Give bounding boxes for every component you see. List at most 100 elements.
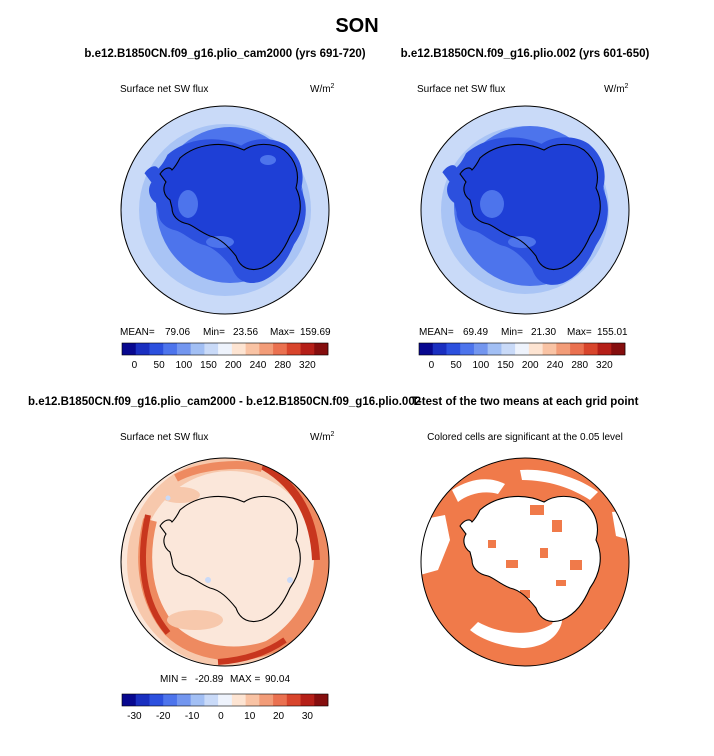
colorbar-box <box>218 694 233 706</box>
colorbar-box <box>300 694 315 706</box>
colorbar-box <box>163 343 178 355</box>
colorbar-box <box>163 694 178 706</box>
colorbar-box <box>286 343 301 355</box>
colorbar-tick-label: 320 <box>299 360 316 371</box>
map-stats: MEAN= 79.06 Min= 23.56 Max= 159.69 <box>120 327 331 338</box>
units-label: W/m2 <box>310 83 335 95</box>
colorbar: 0 50 100 150 200 240 280 320 <box>121 342 329 371</box>
colorbar-box <box>190 694 205 706</box>
colorbar-box <box>515 343 530 355</box>
panel-title: b.e12.B1850CN.f09_g16.plio_cam2000 - b.e… <box>28 396 421 408</box>
colorbar-box <box>542 343 557 355</box>
colorbar-tick-label: 100 <box>175 360 192 371</box>
colorbar-box <box>245 694 260 706</box>
svg-text:155.01: 155.01 <box>597 327 628 338</box>
colorbar-box <box>611 343 626 355</box>
colorbar-tick-label: 100 <box>472 360 489 371</box>
panel-title: b.e12.B1850CN.f09_g16.plio.002 (yrs 601-… <box>401 48 650 60</box>
colorbar-box <box>245 343 260 355</box>
map-border <box>120 105 330 315</box>
map-border <box>120 457 330 667</box>
colorbar-frame <box>418 342 626 356</box>
colorbar-tick-label: 0 <box>132 360 138 371</box>
panel-plio002: b.e12.B1850CN.f09_g16.plio.002 (yrs 601-… <box>401 48 650 371</box>
colorbar-box <box>460 343 475 355</box>
svg-text:-20.89: -20.89 <box>195 674 224 685</box>
svg-text:90.04: 90.04 <box>265 674 290 685</box>
svg-text:Min=: Min= <box>501 327 523 338</box>
svg-text:Min=: Min= <box>203 327 225 338</box>
colorbar-box <box>259 343 274 355</box>
map-border <box>420 105 630 315</box>
colorbar-frame <box>121 342 329 356</box>
colorbar-tick-label: 240 <box>547 360 564 371</box>
colorbar-tick-label: 20 <box>273 711 285 722</box>
map-ttest <box>421 458 629 666</box>
panel-cam2000: b.e12.B1850CN.f09_g16.plio_cam2000 (yrs … <box>84 48 365 371</box>
colorbar-box <box>583 343 598 355</box>
colorbar-box <box>570 343 585 355</box>
colorbar-box <box>204 694 219 706</box>
colorbar-box <box>314 694 329 706</box>
svg-text:MAX =: MAX = <box>230 674 260 685</box>
panel-title: T-test of the two means at each grid poi… <box>412 396 639 408</box>
colorbar-box <box>135 343 150 355</box>
colorbar-box <box>556 343 571 355</box>
svg-text:MIN =: MIN = <box>160 674 187 685</box>
svg-text:69.49: 69.49 <box>463 327 488 338</box>
colorbar-box <box>259 694 274 706</box>
units-label: W/m2 <box>604 83 629 95</box>
colorbar-box <box>597 343 612 355</box>
map-stats: MIN = -20.89 MAX = 90.04 <box>160 674 290 685</box>
svg-text:Max=: Max= <box>567 327 592 338</box>
variable-label: Surface net SW flux <box>120 84 208 95</box>
svg-text:79.06: 79.06 <box>165 327 190 338</box>
colorbar-box <box>218 343 233 355</box>
colorbar-box <box>273 343 288 355</box>
svg-text:Max=: Max= <box>270 327 295 338</box>
map-stats: MEAN= 69.49 Min= 21.30 Max= 155.01 <box>419 327 628 338</box>
colorbar-tick-label: 240 <box>250 360 267 371</box>
map-difference <box>121 458 329 666</box>
colorbar-box <box>473 343 488 355</box>
panel-title: b.e12.B1850CN.f09_g16.plio_cam2000 (yrs … <box>84 48 365 60</box>
colorbar-box <box>314 343 329 355</box>
colorbar-box <box>432 343 447 355</box>
colorbar-box <box>122 694 137 706</box>
colorbar-tick-label: 200 <box>225 360 242 371</box>
colorbar-tick-label: 280 <box>571 360 588 371</box>
colorbar-box <box>446 343 461 355</box>
colorbar: 0 50 100 150 200 240 280 320 <box>418 342 626 371</box>
colorbar-box <box>204 343 219 355</box>
colorbar-tick-label: 280 <box>274 360 291 371</box>
variable-label: Surface net SW flux <box>417 84 505 95</box>
svg-text:159.69: 159.69 <box>300 327 331 338</box>
colorbar-tick-label: -10 <box>185 711 200 722</box>
svg-text:MEAN=: MEAN= <box>120 327 155 338</box>
colorbar-box <box>501 343 516 355</box>
colorbar-box <box>286 694 301 706</box>
colorbar: -30 -20 -10 0 10 20 30 <box>121 693 329 722</box>
map-border <box>420 457 630 667</box>
figure-title: SON <box>335 15 378 37</box>
colorbar-box <box>528 343 543 355</box>
colorbar-tick-label: -30 <box>127 711 142 722</box>
svg-text:MEAN=: MEAN= <box>419 327 454 338</box>
colorbar-tick-label: 0 <box>218 711 224 722</box>
colorbar-tick-label: 150 <box>497 360 514 371</box>
colorbar-frame <box>121 693 329 707</box>
colorbar-tick-label: 10 <box>244 711 256 722</box>
colorbar-box <box>273 694 288 706</box>
colorbar-tick-label: 200 <box>522 360 539 371</box>
colorbar-box <box>231 343 246 355</box>
colorbar-tick-label: 320 <box>596 360 613 371</box>
panel-ttest: T-test of the two means at each grid poi… <box>412 396 639 667</box>
colorbar-box <box>149 343 164 355</box>
svg-text:23.56: 23.56 <box>233 327 258 338</box>
colorbar-tick-label: 50 <box>154 360 166 371</box>
colorbar-tick-label: 150 <box>200 360 217 371</box>
colorbar-box <box>149 694 164 706</box>
colorbar-box <box>122 343 137 355</box>
